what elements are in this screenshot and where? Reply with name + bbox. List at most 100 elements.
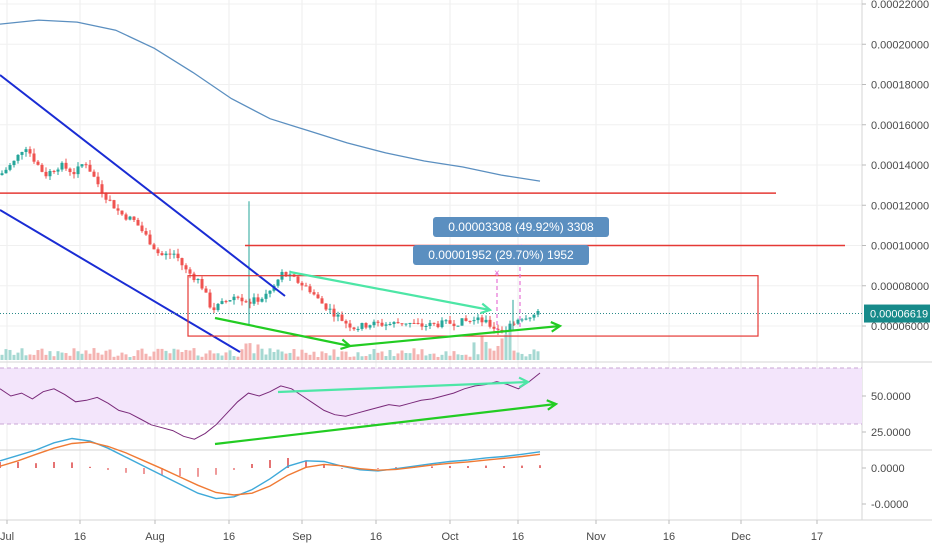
candle-body <box>244 301 248 303</box>
candle-body <box>408 322 412 324</box>
candle-body <box>484 319 488 323</box>
volume-bar <box>120 352 124 360</box>
volume-bar <box>128 356 132 360</box>
candle-body <box>448 320 452 324</box>
volume-bar <box>416 354 420 360</box>
candle-body <box>356 328 360 330</box>
axes-layer: 0.00022000 0.00020000 0.00018000 0.00016000… <box>0 0 930 543</box>
candle-body <box>384 324 388 326</box>
callouts-layer: 0.00003308 (49.92%) 3308 0.00001952 (29.7… <box>413 217 609 265</box>
candle-body <box>304 285 308 287</box>
candle-body <box>136 219 140 226</box>
macd-histogram-bar <box>215 468 217 475</box>
grid-layer <box>0 0 932 521</box>
trend-arrow-cyan-head <box>480 302 493 315</box>
volume-bar <box>276 349 280 360</box>
volume-bar <box>444 351 448 360</box>
volume-bar <box>32 354 36 360</box>
candle-body <box>96 176 100 185</box>
candle-body <box>12 160 16 166</box>
candle-body <box>252 297 256 304</box>
candle-body <box>392 322 396 325</box>
volume-bar <box>80 353 84 360</box>
candle-body <box>40 164 44 172</box>
candle-body <box>284 271 288 277</box>
volume-bar <box>392 356 396 360</box>
macd-histogram-bar <box>179 468 181 476</box>
candle-body <box>400 323 404 325</box>
overlays-layer: ×× <box>0 19 862 353</box>
candle-body <box>164 253 168 256</box>
volume-bar <box>52 356 56 360</box>
volume-bar <box>124 354 128 360</box>
candle-body <box>160 253 164 256</box>
volume-bar <box>148 356 152 360</box>
candle-body <box>52 170 56 172</box>
candle-body <box>204 288 208 293</box>
volume-bar <box>480 336 484 360</box>
volume-bar <box>400 350 404 360</box>
volume-bar <box>380 351 384 360</box>
date-tick-label: 16 <box>223 531 235 543</box>
price-tick-label: 0.00014000 <box>871 160 929 172</box>
volume-bar <box>360 356 364 360</box>
volume-bar <box>372 348 376 360</box>
volume-bar <box>36 350 40 360</box>
consolidation-box <box>187 275 759 337</box>
candle-body <box>536 310 540 315</box>
date-tick-label: Oct <box>441 531 458 543</box>
volume-bar <box>228 350 232 360</box>
candle-body <box>76 166 80 175</box>
candle-body <box>396 322 400 324</box>
volume-bar <box>428 353 432 360</box>
candle-body <box>232 296 236 301</box>
date-tick-label: 16 <box>370 531 382 543</box>
macd-histogram-bar <box>485 465 487 468</box>
volume-bar <box>412 348 416 360</box>
candle-body <box>248 301 252 304</box>
candle-body <box>520 319 524 321</box>
candle-body <box>300 282 304 286</box>
volume-bar <box>192 348 196 360</box>
volume-bar <box>12 354 16 360</box>
volume-bar <box>60 352 64 360</box>
macd-histogram-bar <box>107 468 109 470</box>
candle-body <box>340 314 344 321</box>
volume-bar <box>280 351 284 360</box>
macd-histogram-bar <box>143 468 145 474</box>
candle-body <box>36 161 40 165</box>
candle-body <box>176 253 180 259</box>
candle-body <box>140 225 144 232</box>
volume-bar <box>500 338 504 360</box>
candle-body <box>224 301 228 303</box>
candle-body <box>48 170 52 177</box>
volume-bar <box>448 355 452 360</box>
candle-body <box>192 273 196 281</box>
macd-tick-label: -0.0000 <box>871 499 908 511</box>
volume-bar <box>516 352 520 360</box>
candle-body <box>216 303 220 311</box>
candle-body <box>116 208 120 211</box>
candle-body <box>152 244 156 250</box>
volume-bar <box>76 351 80 360</box>
candle-body <box>32 153 36 162</box>
volume-bar <box>488 348 492 360</box>
price-tick-label: 0.00010000 <box>871 241 929 253</box>
candle-body <box>84 164 88 166</box>
macd-histogram-bar <box>0 462 1 468</box>
volume-bar <box>168 353 172 360</box>
candle-body <box>364 323 368 328</box>
volume-bar <box>108 349 112 360</box>
rsi-tick-label: 25.0000 <box>871 427 911 439</box>
candle-body <box>444 320 448 322</box>
candle-body <box>492 326 496 329</box>
volume-bar <box>28 354 32 360</box>
candle-body <box>28 149 32 154</box>
volume-bar <box>156 348 160 360</box>
volume-bar <box>492 350 496 360</box>
macd-histogram-bar <box>521 465 523 468</box>
candle-body <box>524 318 528 320</box>
macd-histogram-bar <box>287 458 289 468</box>
date-tick-label: Aug <box>145 531 165 543</box>
